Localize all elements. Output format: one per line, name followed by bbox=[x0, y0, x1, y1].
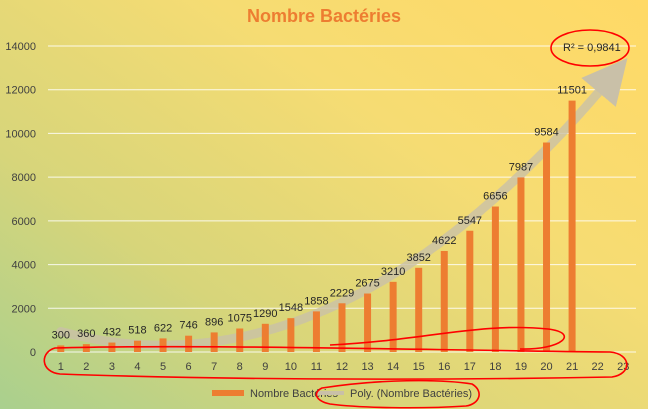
data-label: 2229 bbox=[330, 287, 354, 299]
y-tick-label: 6000 bbox=[12, 216, 36, 228]
data-label: 7987 bbox=[509, 161, 533, 173]
data-label: 5547 bbox=[458, 215, 482, 227]
x-axis-ticks: 1 2 3 4 5 6 7 8 9 10 11 12 13 14 15 16 17 18 19 20 21 22 23 bbox=[58, 361, 630, 373]
x-tick-label: 6 bbox=[186, 361, 192, 373]
data-label: 11501 bbox=[557, 85, 587, 97]
bar bbox=[415, 267, 423, 352]
x-tick-label: 8 bbox=[237, 361, 243, 373]
x-tick-label: 7 bbox=[211, 361, 217, 373]
gridlines bbox=[48, 45, 636, 353]
x-tick-label: 18 bbox=[489, 361, 501, 373]
data-label: 360 bbox=[77, 328, 95, 340]
chart-title: Nombre Bactéries bbox=[247, 6, 401, 26]
data-label: 746 bbox=[179, 320, 197, 332]
bar bbox=[440, 250, 448, 352]
x-tick-label: 4 bbox=[134, 361, 140, 373]
data-label: 1858 bbox=[304, 295, 328, 307]
data-label: 300 bbox=[52, 329, 70, 341]
y-tick-label: 4000 bbox=[12, 260, 36, 272]
data-label: 432 bbox=[103, 327, 121, 339]
bar bbox=[389, 281, 397, 352]
bar bbox=[236, 328, 244, 352]
x-tick-label: 3 bbox=[109, 361, 115, 373]
bar bbox=[287, 318, 295, 352]
annotation-circle-legend bbox=[315, 379, 480, 409]
annotation-circle-x-axis bbox=[43, 345, 628, 380]
x-tick-label: 11 bbox=[311, 361, 322, 373]
bar bbox=[517, 177, 525, 352]
data-label: 2675 bbox=[355, 278, 379, 290]
y-tick-label: 10000 bbox=[5, 128, 36, 140]
legend: Nombre Bactéries Poly. (Nombre Bactéries… bbox=[212, 388, 472, 400]
bar bbox=[543, 142, 551, 352]
data-labels: 300 360 432 518 622 746 896 1075 1290 15481858222… bbox=[52, 85, 587, 342]
data-label: 9584 bbox=[534, 127, 558, 139]
data-label: 3852 bbox=[406, 252, 430, 264]
y-tick-label: 8000 bbox=[12, 172, 36, 184]
x-tick-label: 1 bbox=[58, 361, 64, 373]
data-label: 896 bbox=[205, 316, 223, 328]
data-label: 1290 bbox=[253, 308, 277, 320]
x-tick-label: 5 bbox=[160, 361, 166, 373]
bar bbox=[568, 100, 576, 352]
data-label: 4622 bbox=[432, 235, 456, 247]
x-tick-label: 19 bbox=[515, 361, 527, 373]
bar bbox=[364, 293, 372, 352]
y-tick-label: 2000 bbox=[12, 303, 36, 315]
x-tick-label: 20 bbox=[540, 361, 552, 373]
x-tick-label: 15 bbox=[413, 361, 425, 373]
data-label: 1075 bbox=[227, 313, 251, 325]
x-tick-label: 2 bbox=[83, 361, 89, 373]
x-tick-label: 10 bbox=[285, 361, 297, 373]
bar bbox=[466, 230, 474, 352]
bar bbox=[338, 303, 346, 352]
hand-drawn-annotations bbox=[43, 29, 630, 409]
annotation-stroke-x-axis bbox=[329, 326, 565, 350]
bar bbox=[491, 206, 499, 352]
x-tick-label: 16 bbox=[438, 361, 450, 373]
annotation-circle-r2 bbox=[550, 29, 630, 67]
y-tick-label: 0 bbox=[30, 347, 36, 359]
data-label: 6656 bbox=[483, 191, 507, 203]
x-tick-label: 22 bbox=[592, 361, 604, 373]
r-squared-label: R² = 0,9841 bbox=[563, 42, 621, 54]
bar bbox=[159, 338, 167, 352]
x-tick-label: 12 bbox=[336, 361, 348, 373]
bar bbox=[312, 311, 320, 352]
bars bbox=[57, 100, 576, 352]
x-tick-label: 13 bbox=[361, 361, 373, 373]
bar bbox=[261, 323, 269, 352]
x-tick-label: 17 bbox=[464, 361, 476, 373]
data-label: 1548 bbox=[279, 302, 303, 314]
legend-label-trendline: Poly. (Nombre Bactéries) bbox=[350, 388, 472, 400]
bar bbox=[210, 332, 218, 352]
y-axis-ticks: 0 2000 4000 6000 8000 10000 12000 14000 bbox=[5, 41, 36, 359]
bar bbox=[185, 335, 193, 352]
x-tick-label: 9 bbox=[262, 361, 268, 373]
x-tick-label: 14 bbox=[387, 361, 399, 373]
y-tick-label: 14000 bbox=[5, 41, 36, 53]
y-tick-label: 12000 bbox=[5, 85, 36, 97]
data-label: 3210 bbox=[381, 266, 405, 278]
x-tick-label: 21 bbox=[566, 361, 578, 373]
trendline bbox=[56, 57, 628, 350]
data-label: 622 bbox=[154, 322, 172, 334]
data-label: 518 bbox=[128, 325, 146, 337]
bar bbox=[57, 345, 65, 352]
legend-swatch-bars bbox=[212, 390, 244, 396]
